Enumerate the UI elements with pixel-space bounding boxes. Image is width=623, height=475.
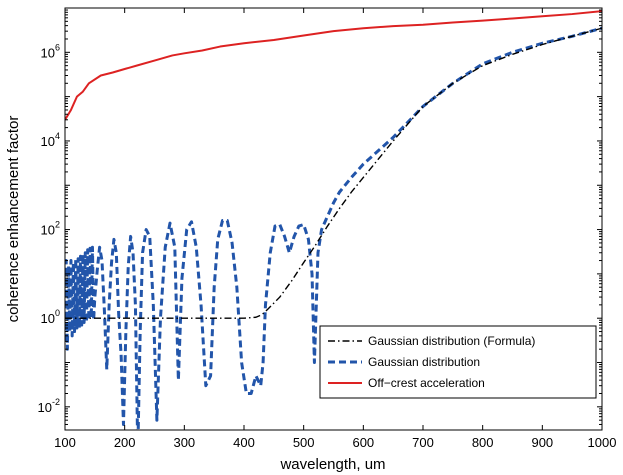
legend: Gaussian distribution (Formula) Gaussian … <box>319 325 597 399</box>
series-line-gaussian-distribution-formula <box>65 27 602 319</box>
y-tick-label: 106 <box>41 42 60 60</box>
y-axis: 10-2 100 102 104 106 <box>38 7 602 431</box>
series-layer <box>65 10 602 430</box>
legend-label-gaussian-distribution: Gaussian distribution <box>368 355 480 369</box>
x-tick-label: 500 <box>293 435 315 450</box>
y-axis-label: coherence enhancement factor <box>5 116 22 323</box>
series-line-off-crest-acceleration <box>65 10 602 121</box>
x-tick-label: 700 <box>412 435 434 450</box>
x-tick-label: 300 <box>173 435 195 450</box>
y-tick-label: 10-2 <box>38 397 60 415</box>
y-tick-label: 102 <box>41 220 60 238</box>
plot-area-frame <box>64 7 603 431</box>
x-tick-label: 600 <box>352 435 374 450</box>
x-tick-label: 400 <box>233 435 255 450</box>
x-tick-label: 1000 <box>588 435 617 450</box>
legend-box <box>319 325 597 399</box>
series-line-gaussian-distribution <box>65 26 602 430</box>
x-axis: 100 200 300 400 500 600 700 800 900 1000 <box>54 8 616 450</box>
legend-label-gaussian-distribution-formula: Gaussian distribution (Formula) <box>368 334 535 348</box>
x-axis-label: wavelength, um <box>279 456 385 473</box>
x-tick-label: 900 <box>531 435 553 450</box>
legend-label-off-crest-acceleration: Off−crest acceleration <box>368 376 485 390</box>
y-tick-label: 104 <box>41 131 60 149</box>
x-tick-label: 800 <box>472 435 494 450</box>
x-tick-label: 100 <box>54 435 76 450</box>
x-tick-label: 200 <box>114 435 136 450</box>
y-tick-label: 100 <box>41 308 60 326</box>
